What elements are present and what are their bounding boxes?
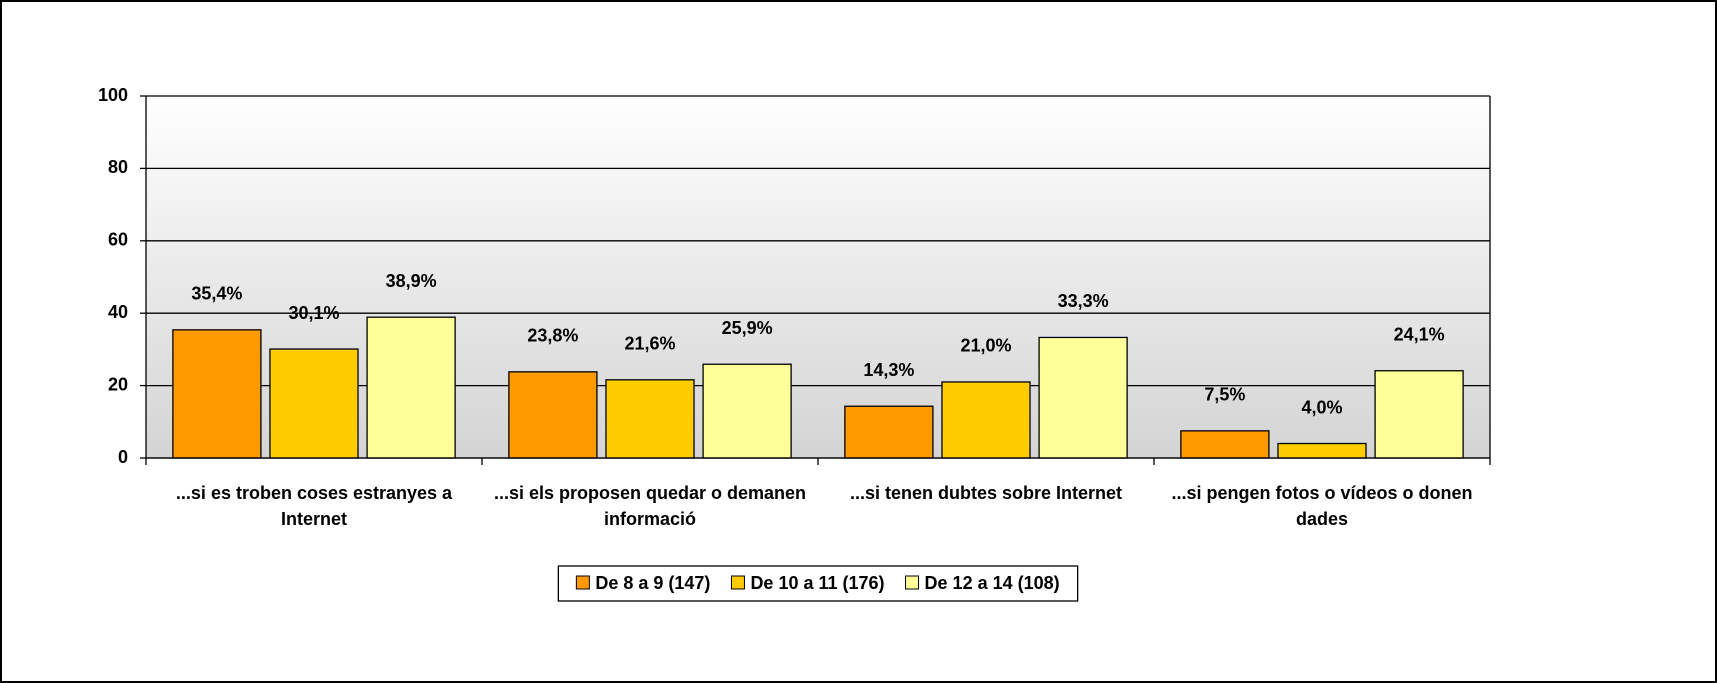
bar bbox=[605, 379, 695, 459]
data-label: 23,8% bbox=[527, 326, 578, 346]
legend bbox=[557, 565, 1079, 602]
bar bbox=[1374, 370, 1464, 459]
data-label: 7,5% bbox=[1204, 385, 1245, 405]
x-tick-label: ...si pengen fotos o vídeos o donen dade… bbox=[1171, 483, 1473, 529]
bar bbox=[844, 405, 934, 459]
y-tick-label: 60 bbox=[108, 230, 128, 250]
y-tick-label: 0 bbox=[118, 447, 128, 467]
y-tick-label: 80 bbox=[108, 157, 128, 177]
x-tick-label: ...si es troben coses estranyes a Intern… bbox=[175, 483, 453, 529]
x-tick-label: ...si tenen dubtes sobre Internet bbox=[849, 483, 1123, 503]
data-label: 4,0% bbox=[1301, 397, 1342, 417]
bar bbox=[702, 363, 792, 459]
legend-swatch bbox=[905, 575, 920, 590]
data-label: 30,1% bbox=[288, 303, 339, 323]
data-label: 14,3% bbox=[863, 360, 914, 380]
bar bbox=[508, 371, 598, 459]
legend-swatch bbox=[575, 575, 590, 590]
data-label: 25,9% bbox=[722, 318, 773, 338]
legend-label: De 12 a 14 (108) bbox=[925, 573, 1060, 593]
data-label: 24,1% bbox=[1394, 325, 1445, 345]
legend-swatch bbox=[730, 575, 745, 590]
y-tick-label: 20 bbox=[108, 374, 128, 394]
data-label: 38,9% bbox=[386, 271, 437, 291]
y-tick-label: 100 bbox=[98, 85, 128, 105]
legend-label: De 8 a 9 (147) bbox=[595, 573, 710, 593]
data-label: 33,3% bbox=[1058, 291, 1109, 311]
y-tick-label: 40 bbox=[108, 302, 128, 322]
data-label: 35,4% bbox=[191, 284, 242, 304]
bar bbox=[366, 316, 456, 459]
bar bbox=[1038, 336, 1128, 459]
legend-label: De 10 a 11 (176) bbox=[750, 573, 884, 593]
data-label: 21,6% bbox=[624, 334, 675, 354]
x-tick-label: ...si els proposen quedar o demanen info… bbox=[493, 483, 807, 529]
bar bbox=[1180, 430, 1270, 459]
bar bbox=[1277, 442, 1367, 459]
data-label: 21,0% bbox=[960, 336, 1011, 356]
bar bbox=[172, 329, 262, 459]
bar bbox=[269, 348, 359, 459]
bar bbox=[941, 381, 1031, 459]
